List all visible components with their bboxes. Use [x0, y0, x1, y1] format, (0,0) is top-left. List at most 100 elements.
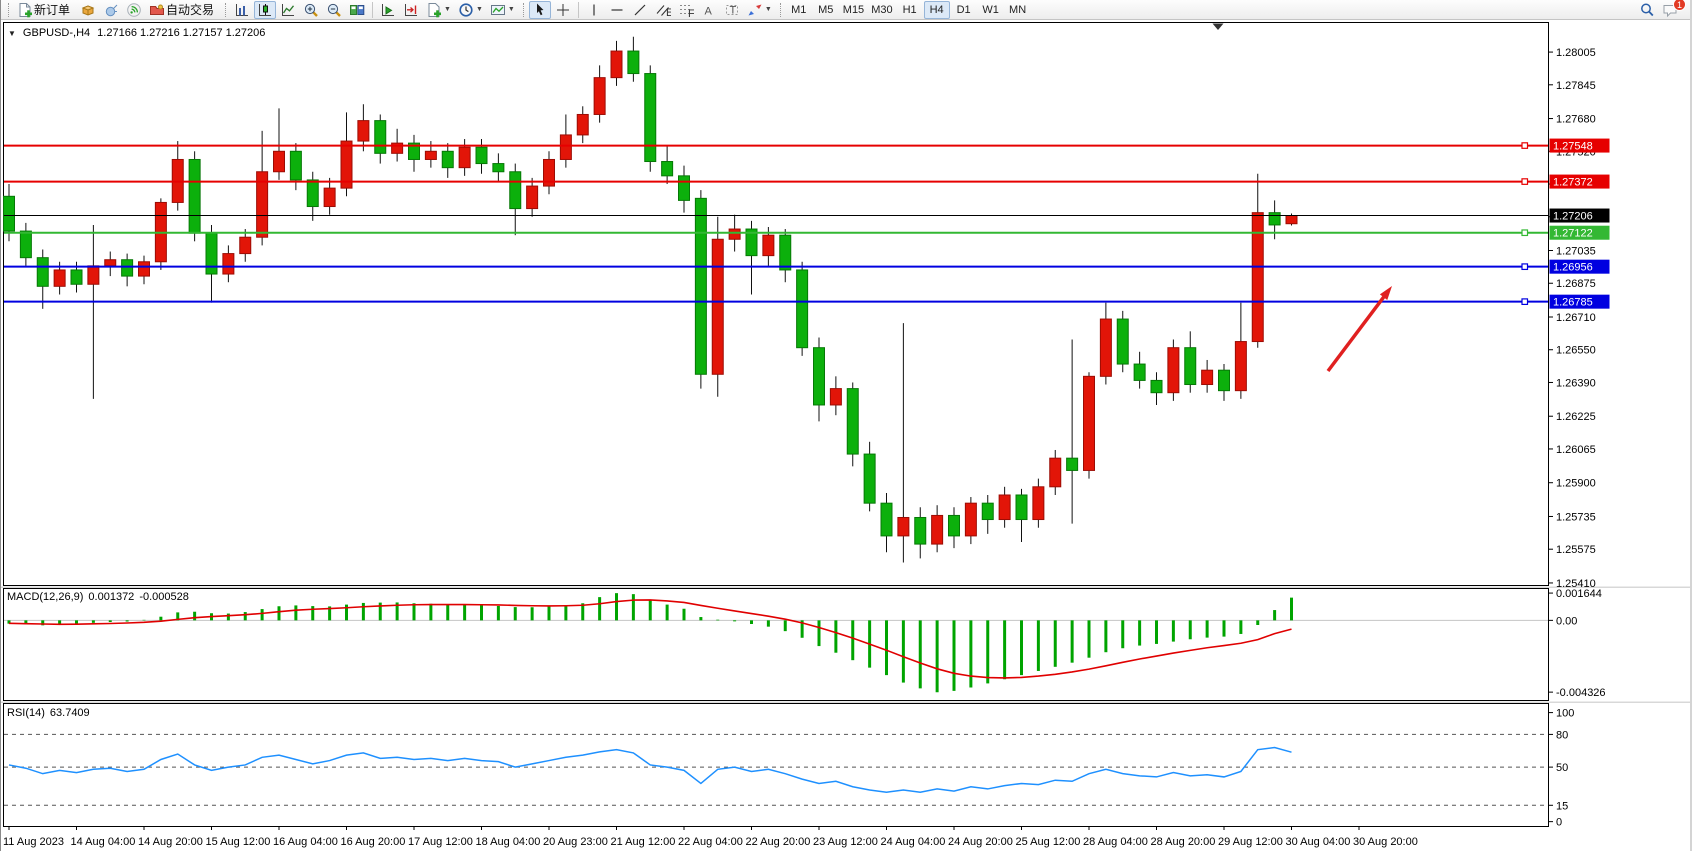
chart-box-button[interactable]	[77, 1, 99, 19]
signals-button[interactable]	[123, 1, 145, 19]
hline-handle[interactable]	[1521, 229, 1529, 237]
hline-handle[interactable]	[1521, 298, 1529, 306]
auto-scroll-button[interactable]	[377, 1, 399, 19]
svg-text:0.00: 0.00	[1556, 615, 1577, 627]
timeframe-m30-button[interactable]: M30	[871, 3, 893, 16]
svg-text:1.27548: 1.27548	[1553, 141, 1593, 153]
notifications-button[interactable]: 1	[1659, 0, 1686, 19]
text-icon: A	[704, 5, 712, 17]
svg-text:28 Aug 04:00: 28 Aug 04:00	[1083, 836, 1148, 848]
svg-text:16 Aug 04:00: 16 Aug 04:00	[273, 836, 338, 848]
toolbar-grip[interactable]	[522, 2, 524, 17]
text-label-tool-button[interactable]: T	[721, 1, 743, 19]
svg-text:-0.004326: -0.004326	[1556, 687, 1606, 699]
timeframe-m1-button[interactable]: M1	[791, 3, 807, 16]
timeframe-m5-button[interactable]: M5	[818, 3, 834, 16]
svg-text:1.26710: 1.26710	[1556, 312, 1596, 324]
macd-signal-value: -0.000528	[139, 591, 189, 603]
pane-frame	[3, 703, 1549, 827]
toolbar-grip[interactable]	[8, 2, 9, 17]
autotrading-folder-icon	[150, 4, 165, 15]
line-chart-icon	[282, 3, 295, 16]
macd-indicator-label: MACD(12,26,9) 0.001372 -0.000528	[7, 591, 189, 603]
toolbar-grip[interactable]	[779, 2, 781, 17]
timeframe-h1-button[interactable]: H1	[902, 3, 917, 16]
zoom-out-button[interactable]	[323, 1, 345, 19]
fibonacci-icon: F	[679, 4, 694, 18]
periods-button[interactable]: ▼	[455, 1, 486, 19]
text-tool-button[interactable]: A	[698, 1, 720, 19]
macd-signal-line	[8, 599, 1292, 679]
pane-frame	[3, 588, 1549, 701]
svg-text:1.26785: 1.26785	[1553, 297, 1593, 309]
toolbar-separator	[372, 1, 374, 18]
rsi-indicator-label: RSI(14) 63.7409	[7, 707, 90, 719]
collapse-arrow-icon[interactable]: ▼	[8, 28, 16, 38]
svg-text:A: A	[704, 5, 712, 17]
svg-text:1.27035: 1.27035	[1556, 246, 1596, 258]
metaeditor-button[interactable]	[100, 1, 122, 19]
chart-shift-marker[interactable]	[1212, 23, 1224, 31]
svg-text:1.26875: 1.26875	[1556, 278, 1596, 290]
arrow-annotation-head[interactable]	[1379, 286, 1392, 300]
arrows-tool-button[interactable]: ▼	[744, 1, 775, 19]
svg-text:18 Aug 04:00: 18 Aug 04:00	[476, 836, 541, 848]
svg-text:0.001644: 0.001644	[1556, 588, 1602, 600]
timeframe-d1-button[interactable]: D1	[956, 3, 971, 16]
svg-text:28 Aug 20:00: 28 Aug 20:00	[1151, 836, 1216, 848]
tile-windows-button[interactable]	[346, 1, 368, 19]
svg-text:14 Aug 20:00: 14 Aug 20:00	[138, 836, 203, 848]
main-toolbar: 新订单 自动交易	[1, 0, 1690, 20]
signal-icon	[127, 2, 141, 17]
horizontal-line-tool-button[interactable]	[606, 1, 628, 19]
cube-icon	[81, 4, 95, 16]
candles	[3, 36, 1298, 563]
cursor-tool-button[interactable]	[528, 0, 551, 19]
timeframe-m15-button[interactable]: M15	[842, 3, 865, 16]
hline-handle[interactable]	[1521, 263, 1529, 271]
chevron-down-icon: ▼	[444, 6, 451, 13]
svg-text:30 Aug 20:00: 30 Aug 20:00	[1353, 836, 1418, 848]
svg-text:1.28005: 1.28005	[1556, 47, 1596, 59]
toolbar-grip[interactable]	[225, 2, 227, 17]
search-button[interactable]	[1636, 1, 1658, 19]
svg-text:22 Aug 20:00: 22 Aug 20:00	[746, 836, 811, 848]
zoom-in-button[interactable]	[300, 1, 322, 19]
svg-text:1.25410: 1.25410	[1556, 578, 1596, 590]
autotrading-button[interactable]: 自动交易	[146, 1, 220, 19]
svg-text:1.26225: 1.26225	[1556, 411, 1596, 423]
candlestick-chart-button[interactable]	[254, 0, 277, 19]
fibonacci-tool-button[interactable]: F	[675, 1, 697, 19]
crosshair-tool-button[interactable]	[552, 1, 574, 19]
svg-text:17 Aug 12:00: 17 Aug 12:00	[408, 836, 473, 848]
svg-text:1.27206: 1.27206	[1553, 211, 1593, 223]
hline-handle[interactable]	[1521, 142, 1529, 149]
time-axis: 11 Aug 2023 14 Aug 04:00 14 Aug 20:00 15 Au…	[3, 826, 1418, 848]
chevron-down-icon: ▼	[475, 6, 483, 13]
clock-icon	[459, 2, 473, 17]
svg-text:1.27372: 1.27372	[1553, 177, 1593, 189]
rsi-name: RSI(14)	[7, 707, 45, 719]
svg-text:1.27845: 1.27845	[1556, 80, 1596, 92]
timeframe-mn-button[interactable]: MN	[1009, 3, 1027, 16]
ohlc-quote-label: 1.27166 1.27216 1.27157 1.27206	[97, 27, 266, 39]
bar-chart-button[interactable]	[231, 1, 253, 19]
indicators-icon	[490, 4, 505, 15]
trendline-tool-button[interactable]	[629, 1, 651, 19]
timeframe-h4-button[interactable]: H4	[923, 0, 950, 19]
timeframe-w1-button[interactable]: W1	[982, 3, 999, 16]
chart-shift-button[interactable]	[400, 1, 422, 19]
auto-scroll-icon	[382, 3, 395, 16]
new-order-button[interactable]: 新订单	[14, 1, 76, 19]
vertical-line-tool-button[interactable]	[583, 1, 605, 19]
new-chart-button[interactable]: ▼	[423, 1, 454, 19]
hline-handle[interactable]	[1521, 178, 1529, 185]
arrow-annotation[interactable]	[1326, 293, 1387, 373]
line-chart-button[interactable]	[277, 1, 299, 19]
rsi-pane: 100 80 50 15 0	[4, 708, 1574, 829]
search-icon	[1641, 3, 1654, 16]
channel-tool-button[interactable]: E	[652, 1, 674, 19]
svg-text:F: F	[688, 8, 694, 18]
indicators-button[interactable]: ▼	[487, 1, 518, 19]
